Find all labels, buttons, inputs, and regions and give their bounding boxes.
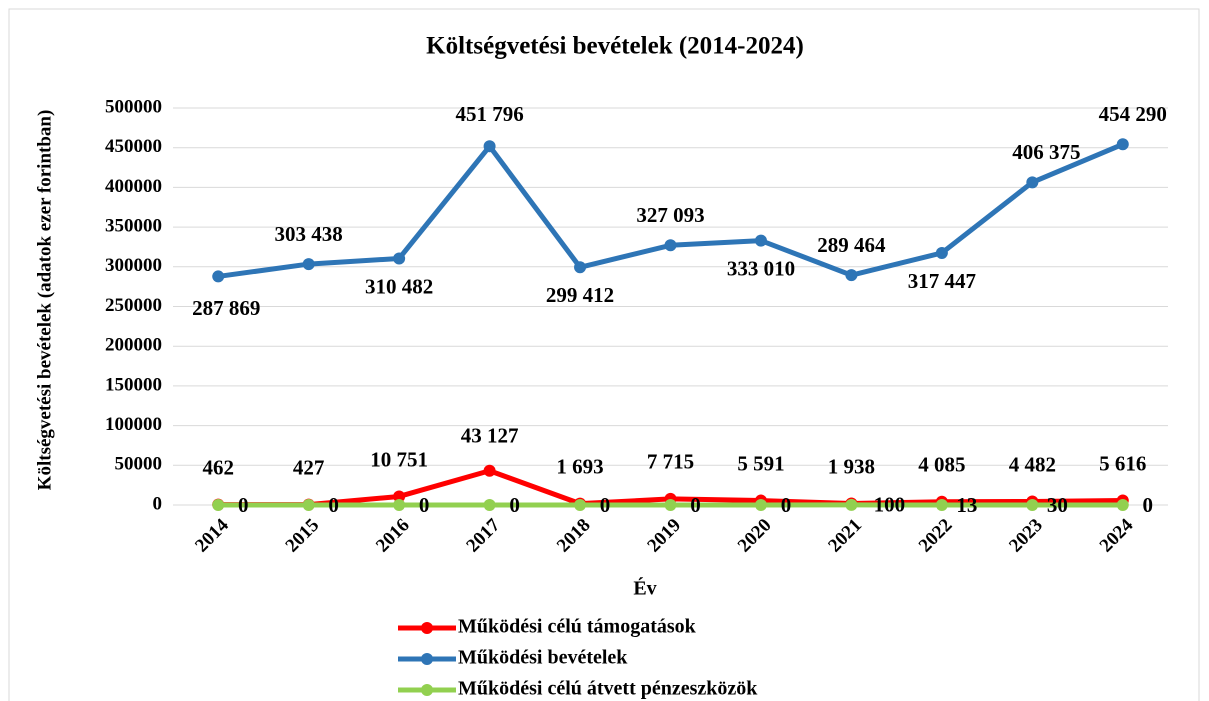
data-point [212, 270, 225, 283]
legend-label: Működési célú támogatások [458, 616, 697, 638]
y-tick-label: 200000 [105, 335, 162, 356]
data-label: 5 591 [737, 451, 784, 475]
data-point [845, 498, 858, 511]
data-point [574, 261, 587, 274]
y-tick-label: 250000 [105, 295, 162, 316]
data-point [483, 499, 496, 511]
legend-marker [421, 653, 433, 665]
data-label: 1 938 [828, 454, 875, 478]
data-label: 0 [690, 493, 701, 517]
y-tick-label: 50000 [115, 454, 163, 475]
data-point [1116, 499, 1129, 511]
data-point [664, 499, 677, 511]
legend-label: Működési célú átvett pénzeszközök [458, 678, 758, 700]
data-label: 454 290 [1099, 102, 1167, 126]
data-label: 0 [781, 493, 792, 517]
data-label: 327 093 [636, 203, 704, 227]
data-label: 4 085 [918, 453, 965, 477]
y-tick-label: 150000 [105, 374, 162, 395]
data-point [1026, 176, 1039, 189]
data-point [664, 239, 677, 252]
data-label: 0 [238, 493, 249, 517]
y-tick-label: 450000 [105, 136, 162, 157]
data-label: 0 [419, 493, 430, 517]
data-label: 0 [509, 493, 520, 517]
data-point [754, 234, 767, 247]
data-label: 289 464 [817, 233, 886, 257]
data-point [574, 499, 587, 511]
data-point [302, 499, 315, 511]
data-point [845, 269, 858, 282]
data-point [935, 498, 948, 511]
y-tick-label: 350000 [105, 215, 162, 236]
data-point [393, 499, 406, 511]
data-label: 5 616 [1099, 451, 1146, 475]
data-point [483, 464, 496, 477]
data-label: 303 438 [275, 222, 343, 246]
data-label: 310 482 [365, 274, 433, 298]
data-point [212, 499, 225, 511]
data-label: 30 [1047, 493, 1068, 517]
data-point [393, 252, 406, 265]
data-label: 7 715 [647, 450, 694, 474]
y-tick-label: 300000 [105, 255, 162, 276]
data-label: 451 796 [455, 102, 523, 126]
data-label: 317 447 [908, 269, 976, 293]
y-tick-label: 500000 [105, 96, 162, 117]
data-label: 333 010 [727, 256, 795, 280]
data-label: 406 375 [1012, 140, 1080, 164]
data-point [935, 246, 948, 259]
data-point [393, 490, 406, 503]
data-point [483, 140, 496, 153]
legend-marker [421, 622, 433, 634]
y-tick-label: 100000 [105, 414, 162, 435]
data-label: 0 [600, 493, 611, 517]
data-label: 0 [1143, 493, 1154, 517]
data-label: 13 [956, 493, 977, 517]
data-label: 427 [293, 455, 325, 479]
data-label: 4 482 [1009, 452, 1056, 476]
data-label: 100 [874, 493, 906, 517]
data-label: 299 412 [546, 283, 614, 307]
data-point [1026, 498, 1039, 511]
data-label: 287 869 [192, 296, 260, 320]
data-label: 462 [202, 455, 234, 479]
legend-marker [421, 684, 433, 696]
data-point [1116, 138, 1129, 151]
chart-title: Költségvetési bevételek (2014-2024) [426, 33, 804, 60]
y-axis-label: Költségvetési bevételek (adatok ezer for… [34, 110, 55, 491]
y-tick-label: 400000 [105, 176, 162, 197]
legend-label: Működési bevételek [458, 647, 628, 669]
data-point [302, 258, 315, 271]
data-point [754, 499, 767, 511]
data-label: 1 693 [556, 454, 603, 478]
chart-frame [8, 8, 1200, 701]
x-axis-label: Év [633, 577, 656, 600]
data-label: 43 127 [461, 424, 519, 448]
data-label: 10 751 [370, 447, 428, 471]
y-tick-label: 0 [153, 493, 163, 514]
data-label: 0 [328, 493, 339, 517]
